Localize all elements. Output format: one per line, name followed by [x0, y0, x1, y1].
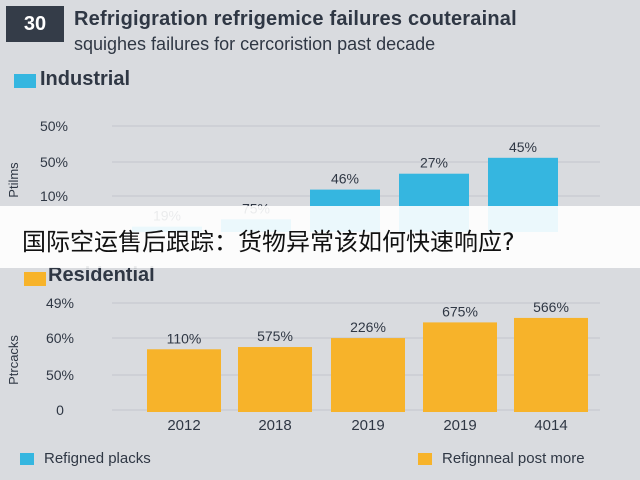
y-tick-label: 50% [40, 118, 68, 134]
bar [238, 347, 312, 412]
industrial-panel-label: Industrial [40, 68, 131, 90]
y-axis-label: Ptrcacks [6, 335, 21, 385]
data-label: 46% [331, 171, 359, 187]
data-label: 566% [533, 299, 569, 315]
legend-label-2: Refignneal post more [442, 450, 585, 467]
data-label: 27% [420, 155, 448, 171]
industrial-swatch [14, 74, 36, 88]
x-tick-label: 2012 [167, 417, 200, 434]
number-badge: 30 [6, 6, 64, 42]
data-label: 110% [167, 330, 202, 346]
y-axis-label: Ptilms [6, 162, 21, 198]
chart-subtitle: squighes failures for cercoristion past … [74, 34, 436, 54]
x-tick-label: 2019 [443, 417, 476, 434]
legend-swatch-1 [20, 453, 34, 466]
y-tick-label: 50% [46, 367, 74, 383]
legend-label-1: Refigned placks [44, 450, 151, 467]
y-tick-label: 49% [46, 295, 74, 311]
banner-text: 国际空运售后跟踪：货物异常该如何快速响应? [22, 228, 515, 256]
residential-panel-label: Residential [48, 264, 155, 286]
y-tick-label: 0 [56, 402, 64, 418]
overlay-banner: 国际空运售后跟踪：货物异常该如何快速响应? [0, 206, 640, 268]
legend-item-2: Refignneal post more [418, 450, 585, 467]
chart-title: Refrigigration refrigemice failures cout… [74, 8, 517, 30]
chart-header: 30 Refrigigration refrigemice failures c… [0, 0, 640, 60]
x-tick-label: 2018 [258, 417, 291, 434]
data-label: 45% [509, 139, 537, 155]
bar [423, 322, 497, 412]
y-tick-label: 10% [40, 188, 68, 204]
y-tick-label: 60% [46, 330, 74, 346]
data-label: 226% [350, 319, 386, 335]
data-label: 675% [442, 303, 478, 319]
legend-item-1: Refigned placks [20, 450, 151, 467]
residential-swatch [24, 272, 46, 286]
legend-swatch-2 [418, 453, 432, 466]
x-tick-label: 4014 [534, 417, 567, 434]
bar [331, 338, 405, 412]
x-tick-label: 2019 [351, 417, 384, 434]
bar [514, 317, 588, 412]
bar [147, 349, 221, 412]
y-tick-label: 50% [40, 154, 68, 170]
data-label: 575% [257, 328, 293, 344]
